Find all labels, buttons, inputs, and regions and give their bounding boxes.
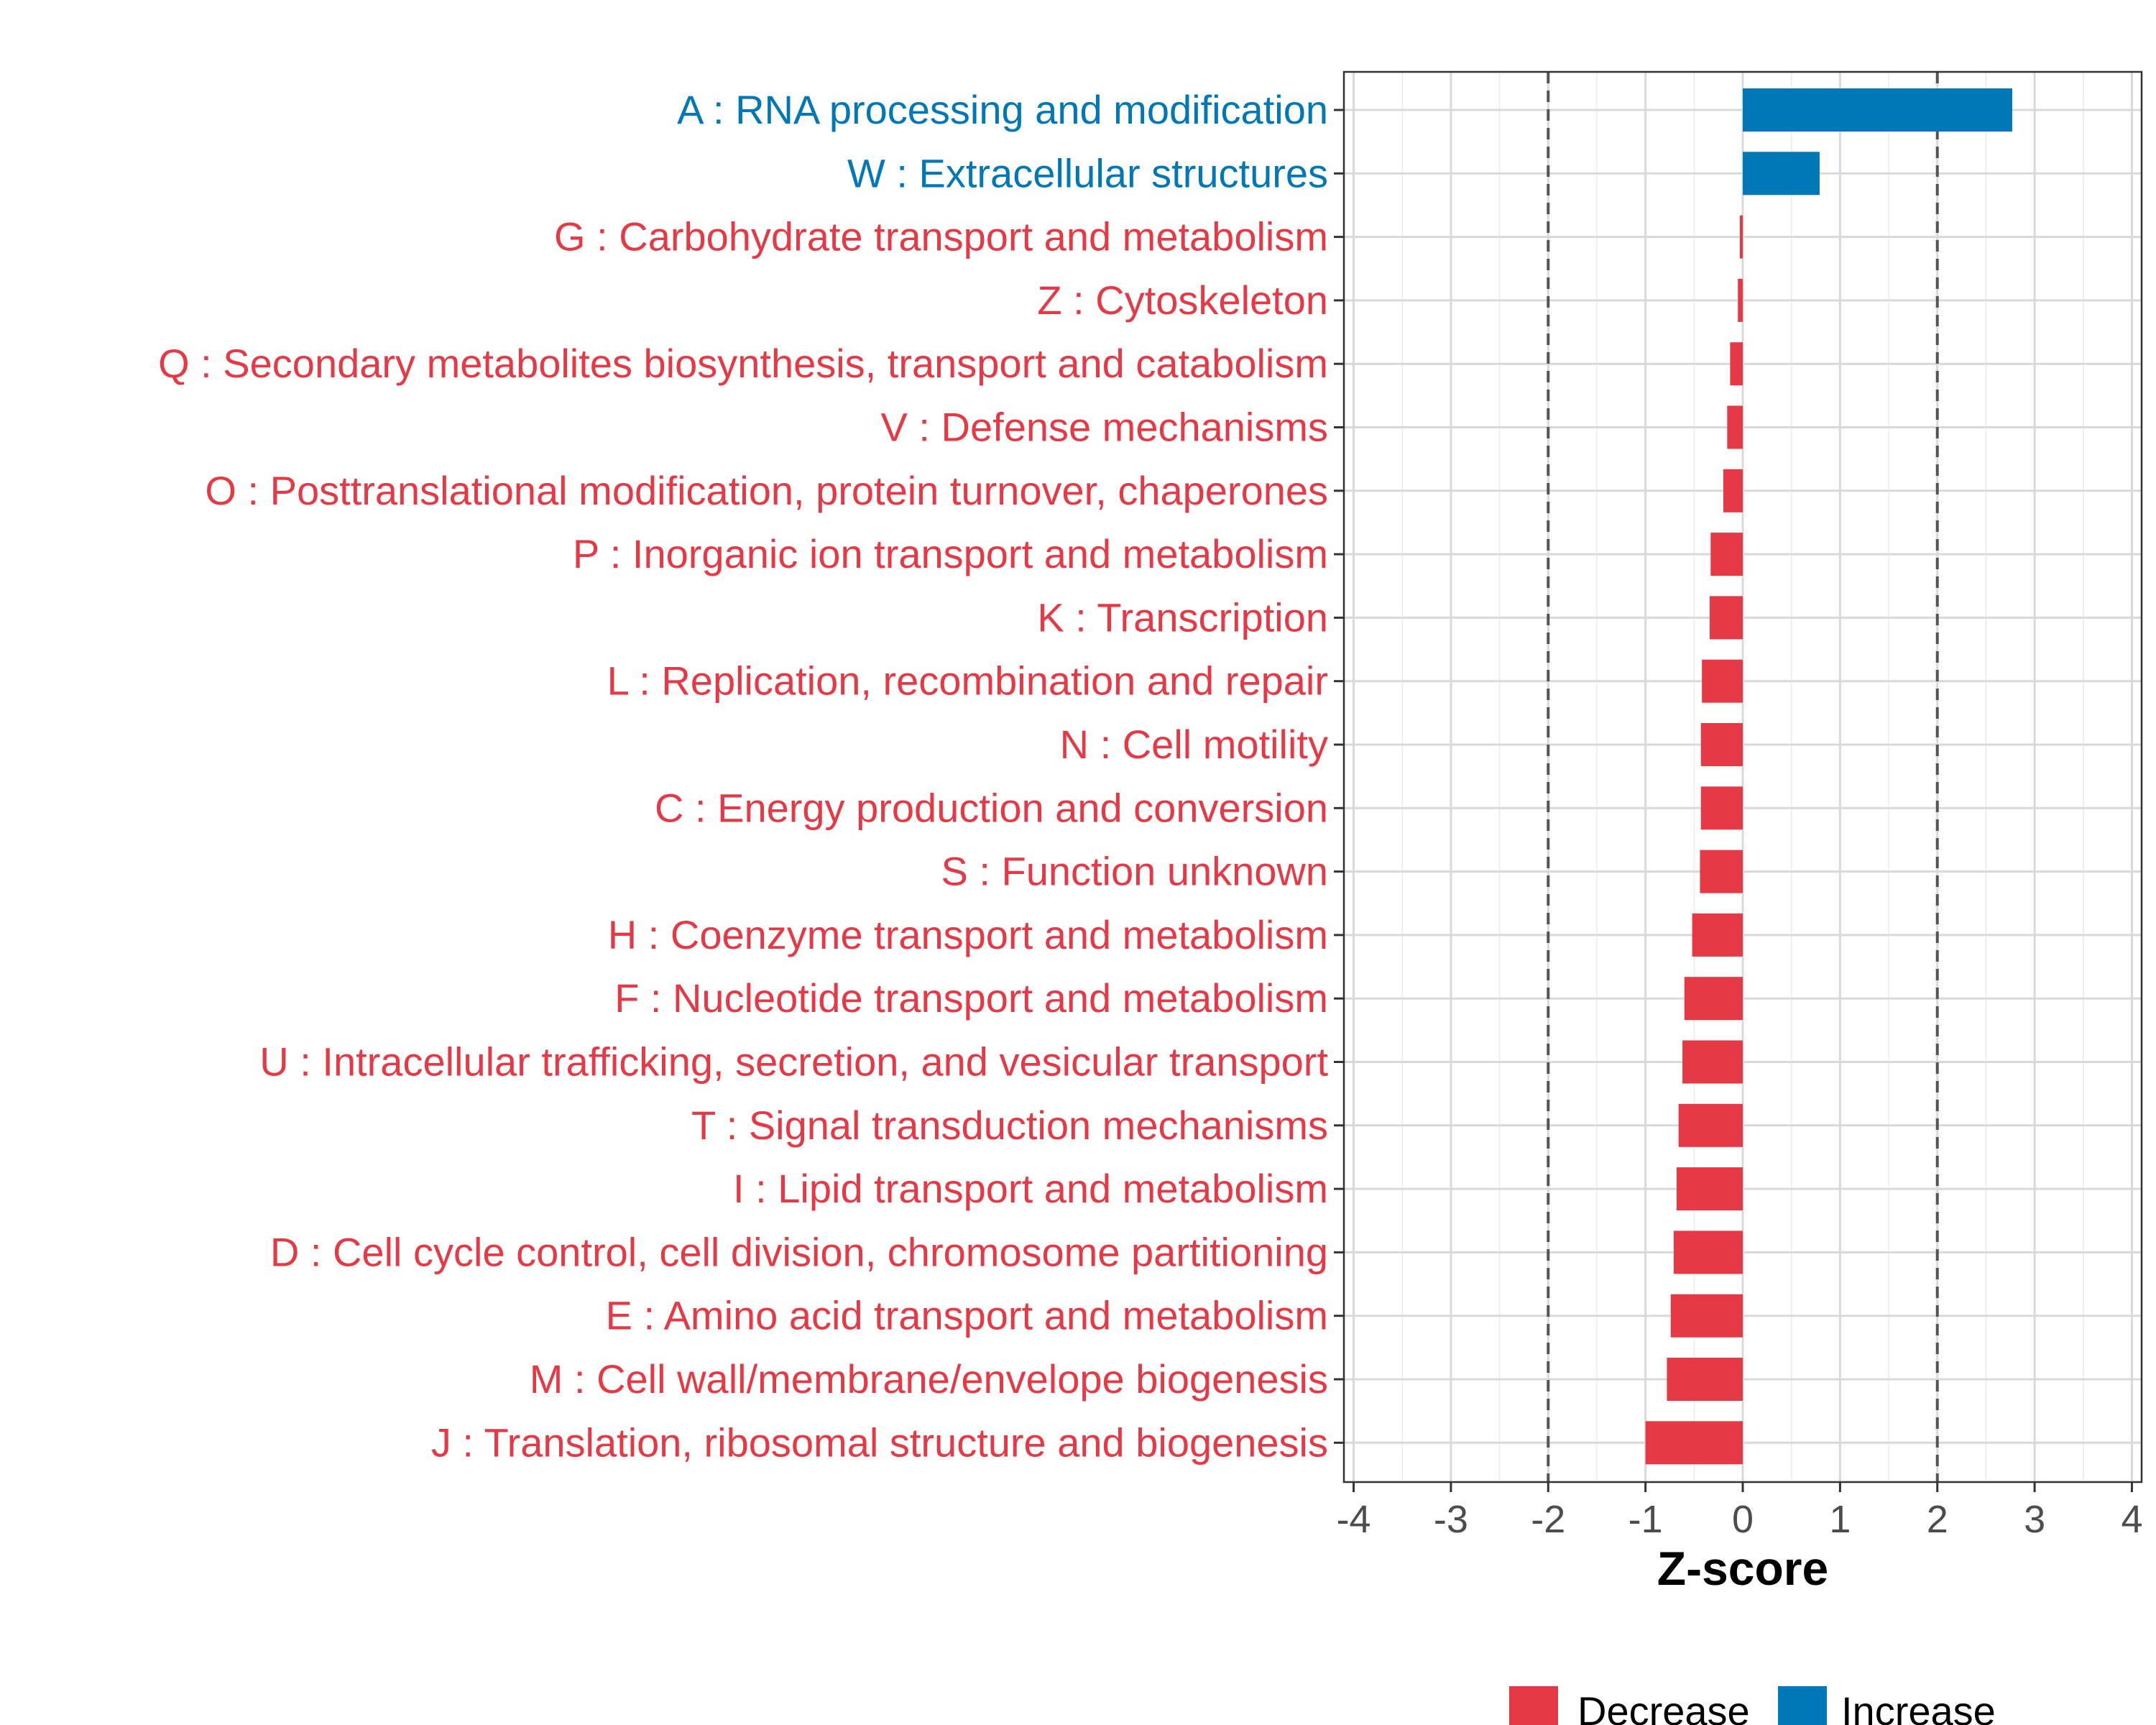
legend-key-decrease <box>1509 1686 1558 1725</box>
legend-label-increase: Increase <box>1841 1688 1996 1725</box>
legend-key-increase <box>1778 1686 1827 1725</box>
bar <box>1673 1230 1743 1274</box>
category-label: N : Cell motility <box>1060 722 1328 767</box>
category-label: U : Intracellular trafficking, secretion… <box>259 1039 1328 1085</box>
bar <box>1684 977 1743 1021</box>
x-tick-label: -2 <box>1531 1498 1565 1541</box>
x-tick-label: 2 <box>1927 1498 1948 1541</box>
category-label: Z : Cytoskeleton <box>1037 277 1328 323</box>
bar <box>1702 659 1743 703</box>
x-tick-label: -4 <box>1337 1498 1371 1541</box>
category-label: C : Energy production and conversion <box>655 785 1328 830</box>
bar <box>1727 405 1743 449</box>
x-tick-label: -1 <box>1628 1498 1663 1541</box>
category-labels: A : RNA processing and modification W : E… <box>158 87 1328 1465</box>
bar <box>1739 215 1743 259</box>
x-tick-label: 4 <box>2121 1498 2142 1541</box>
category-label: D : Cell cycle control, cell division, c… <box>270 1229 1328 1274</box>
category-label: G : Carbohydrate transport and metabolis… <box>554 214 1328 259</box>
bar <box>1667 1358 1743 1401</box>
category-label: T : Signal transduction mechanisms <box>691 1103 1328 1148</box>
category-label: A : RNA processing and modification <box>677 87 1328 132</box>
bar <box>1709 596 1743 640</box>
bar <box>1723 469 1743 512</box>
bar <box>1738 278 1743 322</box>
bar <box>1743 152 1820 196</box>
x-tick-label: 1 <box>1829 1498 1851 1541</box>
category-label: J : Translation, ribosomal structure and… <box>431 1420 1328 1465</box>
category-label: F : Nucleotide transport and metabolism <box>614 975 1328 1021</box>
x-tick-label: 0 <box>1732 1498 1754 1541</box>
bar <box>1730 342 1743 386</box>
bar <box>1670 1294 1743 1338</box>
category-label: K : Transcription <box>1037 594 1328 640</box>
category-label: E : Amino acid transport and metabolism <box>606 1293 1328 1338</box>
bar <box>1700 723 1743 766</box>
category-label: P : Inorganic ion transport and metaboli… <box>573 531 1328 576</box>
category-label: V : Defense mechanisms <box>881 405 1328 450</box>
bar <box>1692 913 1743 957</box>
bar <box>1682 1040 1743 1084</box>
x-axis-title: Z-score <box>1657 1542 1828 1595</box>
bar <box>1678 1103 1743 1147</box>
x-tick-label: 3 <box>2024 1498 2045 1541</box>
x-axis-ticks: -4 -3 -2 -1 0 1 2 3 4 <box>1337 1482 2142 1541</box>
bar <box>1700 786 1743 830</box>
legend-label-decrease: Decrease <box>1577 1688 1750 1725</box>
bars <box>1645 88 2012 1465</box>
x-tick-label: -3 <box>1434 1498 1468 1541</box>
bar <box>1710 533 1743 576</box>
legend: Decrease Increase <box>1509 1686 1996 1725</box>
category-label: M : Cell wall/membrane/envelope biogenes… <box>530 1356 1328 1402</box>
bar <box>1645 1421 1743 1465</box>
reference-lines <box>1547 72 1939 1482</box>
bar <box>1743 88 2012 132</box>
y-axis-ticks <box>1334 109 1344 1444</box>
category-label: I : Lipid transport and metabolism <box>733 1166 1328 1211</box>
category-label: Q : Secondary metabolites biosynthesis, … <box>158 341 1328 386</box>
category-label: S : Function unknown <box>941 849 1328 894</box>
category-label: L : Replication, recombination and repai… <box>607 658 1328 704</box>
category-label: H : Coenzyme transport and metabolism <box>608 912 1328 957</box>
category-label: W : Extracellular structures <box>847 150 1328 196</box>
bar <box>1700 850 1743 893</box>
bar <box>1676 1167 1743 1211</box>
category-label: O : Posttranslational modification, prot… <box>205 468 1328 513</box>
